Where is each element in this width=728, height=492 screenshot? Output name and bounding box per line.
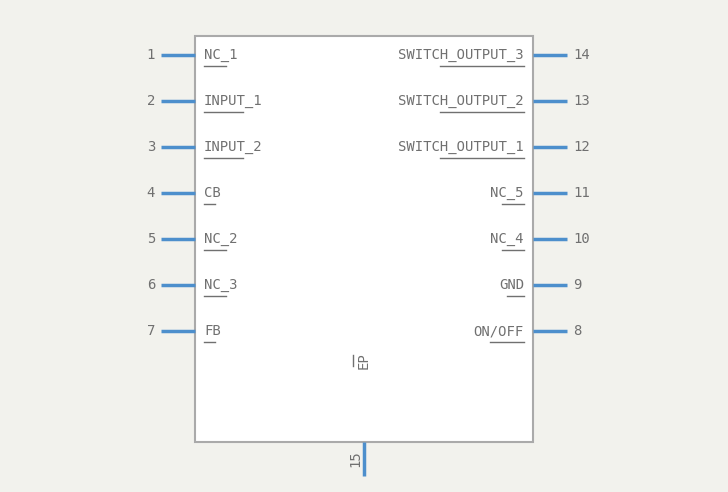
Text: 4: 4	[147, 186, 155, 200]
Text: INPUT_1: INPUT_1	[204, 94, 263, 108]
Text: ON/OFF: ON/OFF	[474, 324, 524, 338]
Text: EP: EP	[357, 352, 371, 369]
Text: FB: FB	[204, 324, 221, 338]
Text: SWITCH_OUTPUT_1: SWITCH_OUTPUT_1	[398, 140, 524, 154]
Text: 13: 13	[573, 94, 590, 108]
Text: NC_4: NC_4	[491, 232, 524, 246]
Bar	[195, 35, 533, 442]
Text: NC_2: NC_2	[204, 232, 237, 246]
Text: 7: 7	[147, 324, 155, 338]
Text: 12: 12	[573, 140, 590, 154]
Text: SWITCH_OUTPUT_2: SWITCH_OUTPUT_2	[398, 94, 524, 108]
Text: CB: CB	[204, 186, 221, 200]
Text: INPUT_2: INPUT_2	[204, 140, 263, 154]
Text: 5: 5	[147, 232, 155, 246]
Text: 9: 9	[573, 278, 581, 292]
Text: 15: 15	[348, 451, 363, 467]
Text: NC_5: NC_5	[491, 186, 524, 200]
Text: 2: 2	[147, 94, 155, 108]
Text: 6: 6	[147, 278, 155, 292]
Text: 14: 14	[573, 48, 590, 62]
Text: SWITCH_OUTPUT_3: SWITCH_OUTPUT_3	[398, 48, 524, 62]
Text: 3: 3	[147, 140, 155, 154]
Text: 1: 1	[147, 48, 155, 62]
Text: NC_1: NC_1	[204, 48, 237, 62]
Text: 11: 11	[573, 186, 590, 200]
Text: NC_3: NC_3	[204, 278, 237, 292]
Text: GND: GND	[499, 278, 524, 292]
Text: 8: 8	[573, 324, 581, 338]
Text: 10: 10	[573, 232, 590, 246]
